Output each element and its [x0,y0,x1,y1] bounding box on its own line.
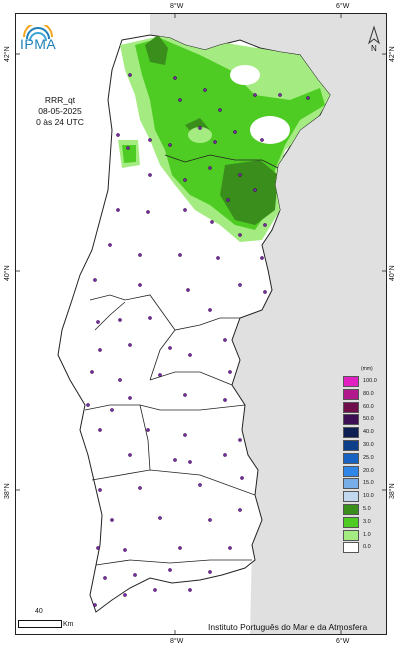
legend-label: 80.0 [363,390,374,397]
product-date: 08-05-2025 [38,106,82,116]
top-lon-6w: 6°W [336,3,350,10]
bottom-lon-6w: 6°W [336,638,350,645]
legend-swatch [343,516,359,528]
district-borders [84,154,279,566]
right-lat-40n: 40°N [389,265,396,281]
legend-swatch [343,414,359,426]
rain-3mm-west [122,145,136,163]
legend-swatch [343,401,359,413]
left-lat-38n: 38°N [4,483,11,499]
legend-swatch [343,529,359,541]
legend-label: 0.0 [363,544,371,551]
legend-swatch [343,491,359,503]
legend-label: 1.0 [363,531,371,538]
dry-patch-1 [230,65,260,85]
map-frame [15,13,387,635]
legend-label: 50.0 [363,416,374,423]
light-patch [188,127,212,143]
legend-label: 25.0 [363,454,374,461]
legend-unit: (mm) [361,366,373,372]
legend-label: 100.0 [363,378,377,384]
legend-swatch [343,504,359,515]
legend-label: 5.0 [363,506,371,512]
legend-swatch [343,376,359,387]
legend-label: 3.0 [363,518,371,525]
rain-5mm-east [220,160,278,225]
legend-swatch [343,440,359,451]
legend-swatch [343,388,359,400]
rain-5mm-north [145,35,168,65]
product-caption: RRR_qt 08-05-2025 0 às 24 UTC [30,95,90,128]
scale-value: 40 [35,608,43,615]
scale-bar [18,620,62,628]
precip-field [118,35,330,242]
legend-label: 40.0 [363,429,374,436]
station-markers [86,73,310,607]
product-name: RRR_qt [44,95,76,105]
credit-text: Instituto Português do Mar e da Atmosfer… [208,622,368,632]
legend-swatch [343,542,359,554]
legend-label: 10.0 [363,493,374,500]
bottom-lon-8w: 8°W [170,638,184,645]
scale-unit: Km [63,621,74,628]
legend-swatch [343,465,359,477]
top-lon-8w: 8°W [170,3,184,10]
right-lat-38n: 38°N [389,483,396,499]
left-lat-42n: 42°N [4,46,11,62]
spain-area [150,13,387,635]
legend-label: 20.0 [363,467,374,474]
legend-label: 30.0 [363,442,374,448]
graticule-ticks [15,13,387,635]
right-lat-42n: 42°N [389,46,396,62]
rain-3mm [135,38,325,230]
map-panel [15,13,387,635]
ipma-logo-icon [23,25,53,42]
legend-swatch [343,478,359,490]
product-period: 0 às 24 UTC [36,117,84,127]
dry-patch-2 [250,116,290,144]
logo-text: IPMA [20,36,57,52]
legend-swatch [343,452,359,464]
legend-label: 15.0 [363,480,374,487]
left-lat-40n: 40°N [4,265,11,281]
north-arrow-icon [368,25,380,45]
legend-swatch [343,427,359,439]
legend-label: 60.0 [363,403,374,410]
north-label: N [371,44,377,53]
